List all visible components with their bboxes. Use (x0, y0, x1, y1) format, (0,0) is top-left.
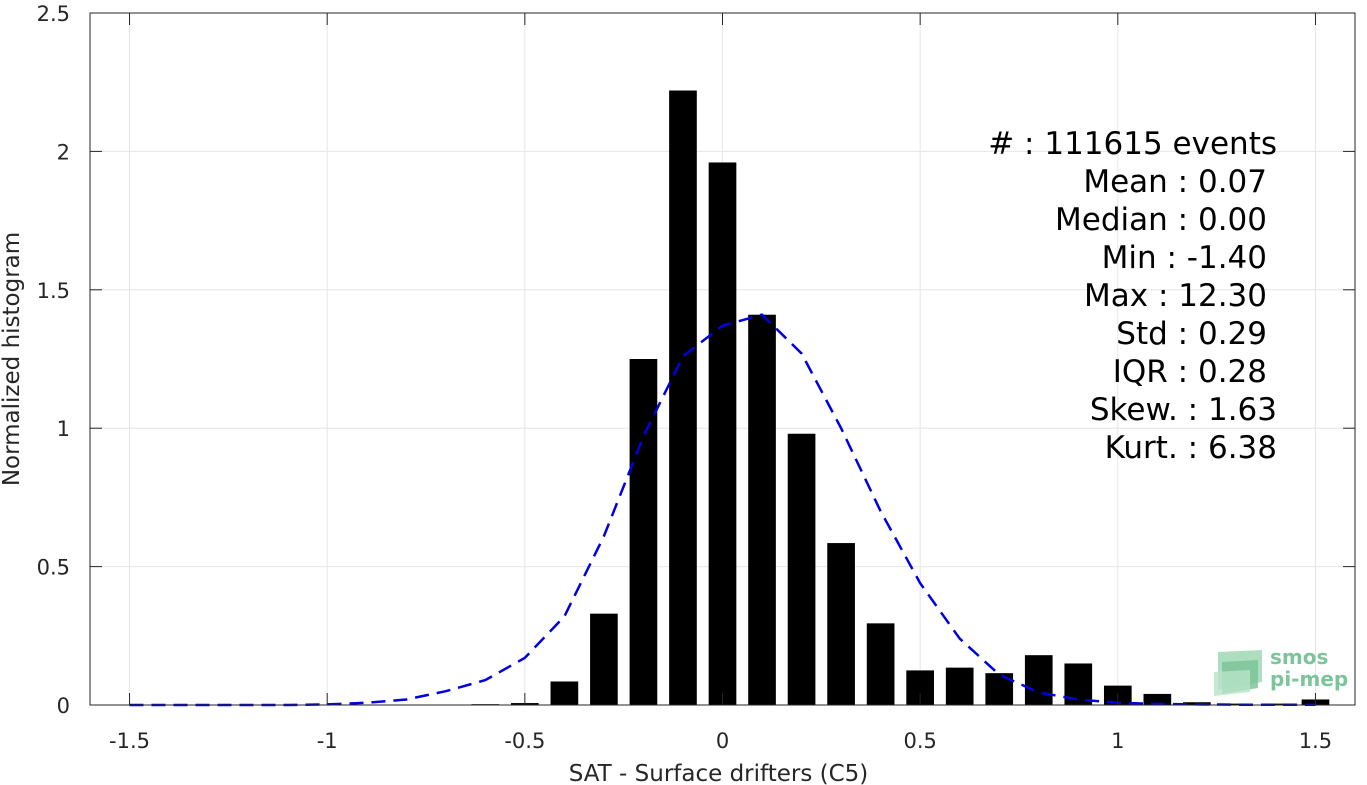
stat-label: Kurt. (1105, 430, 1178, 466)
stat-label: Mean (1083, 164, 1167, 200)
stat-line: Median : 0.00 (1055, 202, 1267, 238)
histogram-bar (787, 433, 816, 705)
stat-label: Std (1116, 316, 1168, 352)
histogram-bar (1262, 703, 1290, 705)
histogram-bar (629, 359, 658, 705)
stat-separator: : (1168, 202, 1198, 238)
histogram-bar (708, 162, 737, 706)
y-tick-label: 2 (57, 140, 70, 164)
stat-value: 0.07 (1198, 164, 1267, 200)
y-tick-label: 0 (57, 694, 70, 718)
histogram-bar (1024, 655, 1053, 705)
stat-value: -1.40 (1187, 240, 1267, 276)
histogram-bar (590, 613, 618, 705)
stat-value: 0.29 (1198, 316, 1267, 352)
axis-ticks (90, 12, 1355, 706)
stat-value: 0.28 (1198, 354, 1267, 390)
stat-line: # : 111615 events (988, 126, 1277, 162)
stat-label: Max (1084, 278, 1148, 314)
logo-text-pi-mep: pi-mep (1270, 667, 1348, 691)
stat-line: Kurt. : 6.38 (1105, 430, 1277, 466)
stat-separator: : (1178, 430, 1208, 466)
histogram-bar (669, 90, 697, 705)
x-tick-label: 1.5 (1299, 729, 1332, 753)
stat-separator: : (1148, 278, 1178, 314)
stat-line: Skew. : 1.63 (1090, 392, 1277, 428)
histogram-bar (1143, 693, 1172, 705)
stat-value: 12.30 (1178, 278, 1267, 314)
y-tick-labels: 0 0.5 1 1.5 2 2.5 (37, 2, 70, 718)
stat-separator: : (1168, 354, 1198, 390)
histogram-bar (550, 681, 579, 705)
x-tick-label: 1 (1111, 729, 1124, 753)
x-tick-label: 0.5 (903, 729, 936, 753)
stat-separator: : (1168, 164, 1198, 200)
x-axis-title: SAT - Surface drifters (C5) (569, 761, 869, 785)
stat-separator: : (1024, 126, 1044, 162)
logo-mark-icon (1214, 650, 1262, 696)
stat-line: Std : 0.29 (1116, 316, 1267, 352)
histogram-bar (866, 623, 895, 705)
stat-line: IQR : 0.28 (1113, 354, 1267, 390)
y-axis-title: Normalized histogram (0, 232, 25, 486)
x-tick-label: -1 (317, 729, 338, 753)
stat-label: Skew. (1090, 392, 1178, 428)
stat-separator: : (1157, 240, 1187, 276)
histogram-bar (748, 314, 776, 705)
y-tick-label: 0.5 (37, 556, 70, 580)
stat-line: Mean : 0.07 (1083, 164, 1267, 200)
histogram-bar (945, 667, 974, 705)
histogram-bars (471, 90, 1330, 706)
stat-label: # (988, 126, 1024, 162)
stat-separator: : (1178, 392, 1208, 428)
stat-value: 0.00 (1198, 202, 1267, 238)
x-tick-label: 0 (716, 729, 729, 753)
x-tick-label: -0.5 (504, 729, 545, 753)
stat-value: 6.38 (1208, 430, 1277, 466)
y-tick-label: 1.5 (37, 279, 70, 303)
x-tick-labels: -1.5 -1 -0.5 0 0.5 1 1.5 (109, 729, 1332, 753)
histogram-bar (827, 543, 855, 705)
y-tick-label: 1 (57, 417, 70, 441)
y-tick-label: 2.5 (37, 2, 70, 26)
stat-value: 1.63 (1208, 392, 1277, 428)
stat-line: Min : -1.40 (1102, 240, 1267, 276)
smos-pi-mep-logo: smos pi-mep (1214, 645, 1348, 696)
stat-value: 111615 events (1044, 126, 1277, 162)
stat-line: Max : 12.30 (1084, 278, 1267, 314)
stat-label: IQR (1113, 354, 1168, 390)
x-tick-label: -1.5 (109, 729, 150, 753)
histogram-bar (1222, 703, 1251, 705)
stat-separator: : (1168, 316, 1198, 352)
stat-label: Min (1102, 240, 1157, 276)
stat-label: Median (1055, 202, 1168, 238)
logo-text-smos: smos (1270, 645, 1328, 669)
